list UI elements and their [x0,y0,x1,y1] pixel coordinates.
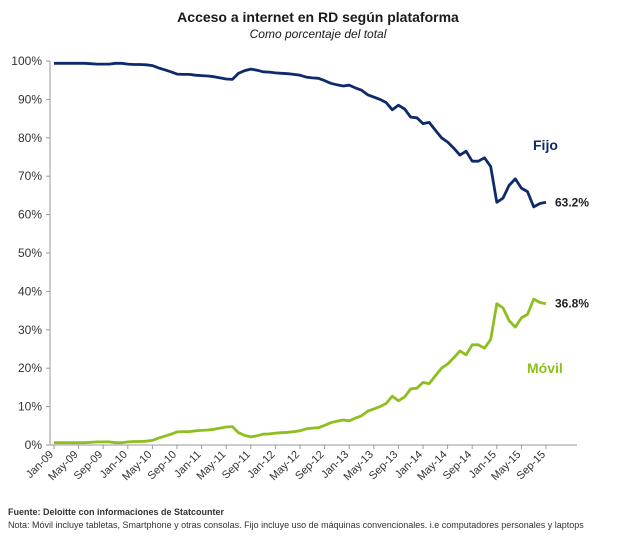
footnote: Nota: Móvil incluye tabletas, Smartphone… [8,520,584,530]
y-tick-label: 10% [18,400,42,414]
end-value-label: 36.8% [555,297,589,311]
source-note: Fuente: Deloitte con informaciones de St… [8,507,225,517]
chart-title: Acceso a internet en RD según plataforma [177,9,459,25]
y-tick-label: 30% [18,323,42,337]
y-tick-label: 80% [18,131,42,145]
y-tick-label: 0% [25,438,43,452]
series-line-fijo [54,61,547,209]
series-line-movil [54,297,547,445]
legend-label-fijo: Fijo [533,137,558,153]
y-tick-label: 50% [18,246,42,260]
x-tick-label: Sep-11 [220,449,253,482]
legend-label-movil: Móvil [527,360,563,376]
y-tick-label: 100% [11,54,42,68]
chart-subtitle: Como porcentaje del total [249,27,387,41]
y-tick-label: 20% [18,361,42,375]
end-value-label: 63.2% [555,195,589,209]
y-tick-label: 40% [18,284,42,298]
y-tick-label: 70% [18,169,42,183]
y-tick-label: 60% [18,208,42,222]
y-tick-label: 90% [18,92,42,106]
